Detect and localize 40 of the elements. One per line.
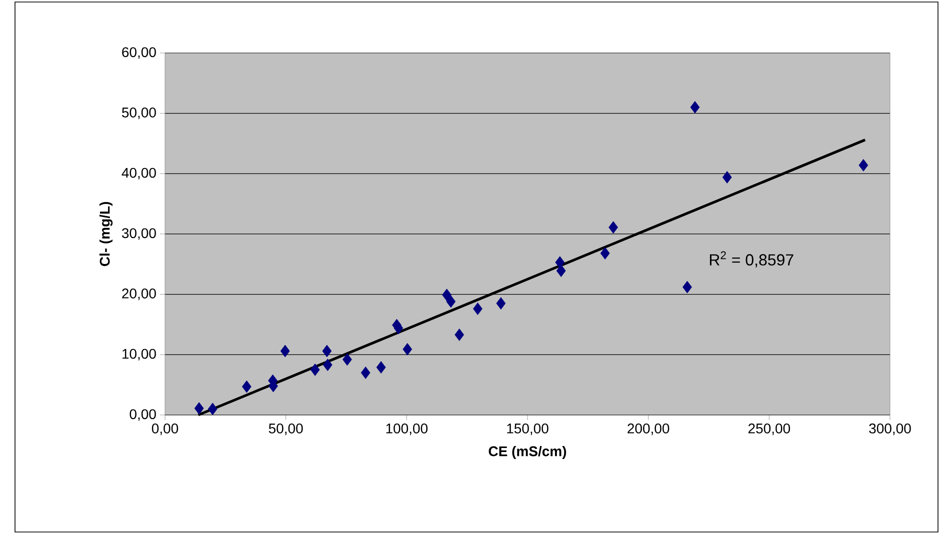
x-tick-label: 200,00 [628, 424, 670, 436]
point [442, 288, 452, 302]
y-tick-label: 0,00 [130, 409, 156, 421]
point [322, 358, 332, 372]
point [342, 353, 352, 366]
point [600, 247, 610, 260]
point [194, 402, 204, 415]
point [454, 328, 464, 341]
annotation: R$^{2}$ = 0,8597 [710, 251, 794, 268]
point [858, 159, 868, 172]
point [446, 295, 456, 308]
point [608, 221, 618, 234]
y-tick-label: 20,00 [122, 288, 156, 300]
point [556, 264, 566, 277]
x-tick-label: 300,00 [869, 424, 911, 436]
y-tick-label: 30,00 [122, 228, 156, 240]
point [402, 343, 412, 356]
y-tick-label: 60,00 [122, 47, 156, 59]
point [310, 364, 320, 376]
x-axis-title: CE (mS/cm) [488, 446, 566, 459]
y-tick-label: 40,00 [122, 168, 156, 180]
point [722, 171, 732, 184]
x-tick-label: 100,00 [386, 424, 428, 436]
point [496, 297, 506, 310]
point [376, 361, 386, 374]
x-tick-label: 250,00 [748, 424, 790, 436]
y-tick-label: 10,00 [122, 348, 156, 360]
x-tick-label: 150,00 [507, 424, 548, 436]
y-tick-label: 50,00 [122, 108, 156, 120]
point [280, 344, 290, 358]
y-axis-title: Cl- (mg/L) [99, 202, 113, 266]
x-tick-label: 0,00 [152, 424, 178, 436]
point [242, 380, 252, 393]
point [473, 302, 482, 315]
x-tick-label: 50,00 [268, 424, 303, 436]
point [322, 344, 332, 358]
point [208, 402, 218, 416]
point [690, 101, 700, 114]
point [360, 366, 370, 379]
point [682, 280, 692, 294]
